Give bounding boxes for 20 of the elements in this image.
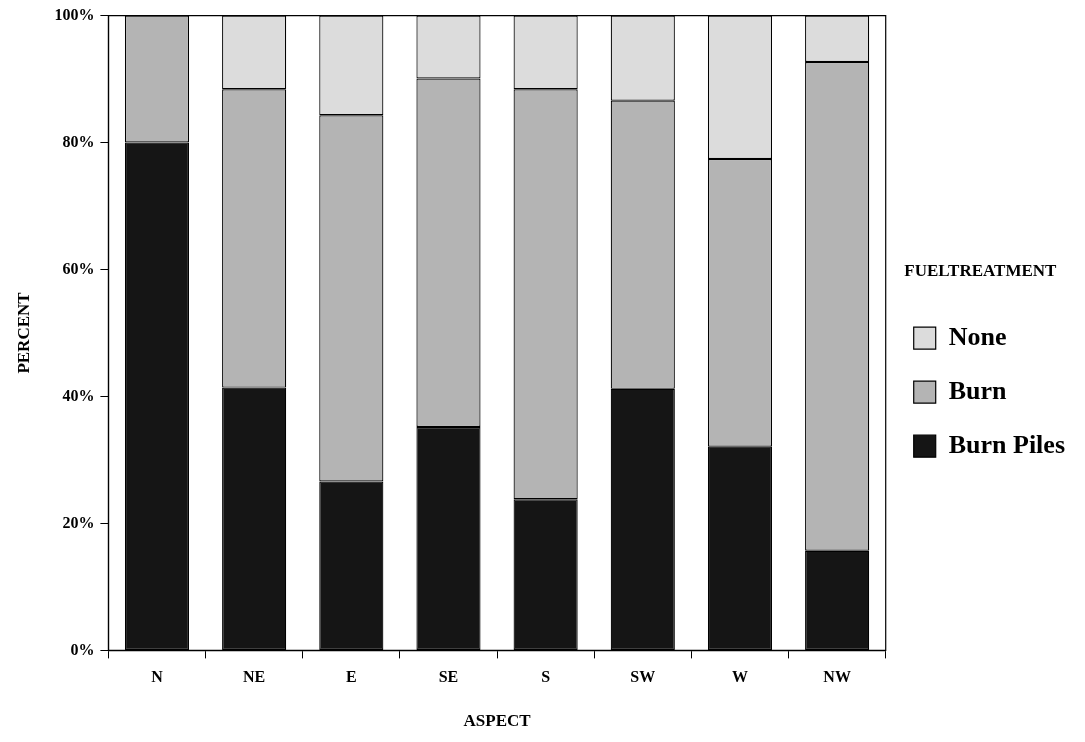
x-tick-label: E	[345, 668, 357, 686]
y-tick-label: 100%	[54, 5, 95, 23]
y-tick-label: 20%	[62, 513, 95, 531]
y-tick-label: 80%	[62, 132, 95, 150]
legend-label: None	[948, 321, 1007, 351]
x-axis-title: ASPECT	[463, 711, 532, 731]
x-tick-label: NW	[823, 668, 851, 686]
x-tick-label: NE	[243, 668, 266, 686]
x-tick-label: SW	[630, 668, 656, 686]
x-tick-label: SE	[438, 668, 459, 686]
y-tick-label: 40%	[62, 386, 95, 404]
x-tick-label: S	[541, 668, 551, 686]
legend-label: Burn	[948, 375, 1008, 405]
y-tick-label: 0%	[70, 640, 95, 658]
y-tick-label: 60%	[62, 259, 95, 277]
legend-title: FUELTREATMENT	[904, 260, 1058, 280]
legend-label: Burn Piles	[948, 429, 1066, 459]
y-axis-title: PERCENT	[13, 291, 33, 374]
x-tick-label: W	[731, 668, 748, 686]
x-tick-label: N	[151, 668, 164, 686]
